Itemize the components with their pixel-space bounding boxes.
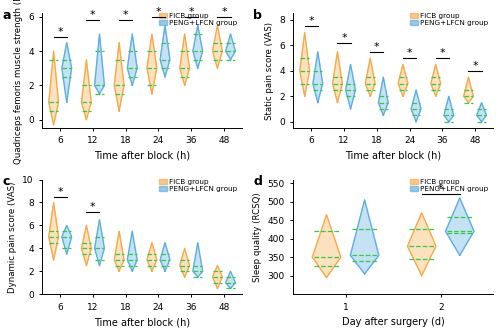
Y-axis label: Dynamic pain score (VAS): Dynamic pain score (VAS) [8, 181, 17, 293]
Polygon shape [160, 25, 170, 77]
Polygon shape [300, 32, 310, 96]
Polygon shape [378, 77, 388, 115]
Polygon shape [411, 90, 421, 122]
Y-axis label: Quadriceps femoris muscle strength (MMT): Quadriceps femoris muscle strength (MMT) [14, 0, 22, 164]
Polygon shape [446, 198, 474, 255]
Polygon shape [350, 200, 379, 274]
Polygon shape [226, 34, 235, 60]
Polygon shape [408, 213, 436, 276]
Polygon shape [180, 34, 190, 85]
Polygon shape [48, 202, 58, 260]
Legend: FICB group, PENG+LFCN group: FICB group, PENG+LFCN group [409, 177, 490, 193]
Legend: FICB group, PENG+LFCN group: FICB group, PENG+LFCN group [158, 11, 238, 27]
Text: *: * [438, 184, 444, 194]
Y-axis label: Sleep quality (RCSQ): Sleep quality (RCSQ) [253, 192, 262, 282]
X-axis label: Time after block (h): Time after block (h) [345, 151, 441, 161]
Y-axis label: Static pain score (VAS): Static pain score (VAS) [264, 22, 274, 120]
Polygon shape [62, 42, 72, 103]
Polygon shape [82, 60, 92, 120]
Text: *: * [90, 10, 96, 20]
Polygon shape [128, 231, 137, 271]
Polygon shape [82, 225, 92, 266]
Polygon shape [212, 25, 222, 68]
Polygon shape [366, 58, 375, 96]
X-axis label: Day after surgery (d): Day after surgery (d) [342, 317, 444, 327]
Legend: FICB group, PENG+LFCN group: FICB group, PENG+LFCN group [409, 11, 490, 27]
Text: *: * [58, 27, 63, 37]
Text: *: * [440, 48, 445, 58]
Text: *: * [308, 16, 314, 26]
Text: *: * [90, 202, 96, 212]
Polygon shape [464, 77, 473, 103]
Text: d: d [254, 175, 262, 188]
Polygon shape [147, 242, 157, 271]
Polygon shape [160, 242, 170, 271]
Text: *: * [472, 61, 478, 71]
Polygon shape [312, 215, 341, 278]
Text: *: * [374, 42, 380, 52]
Text: *: * [341, 33, 347, 43]
Text: *: * [58, 187, 63, 197]
Text: b: b [254, 9, 262, 22]
Polygon shape [431, 64, 440, 96]
Polygon shape [128, 34, 137, 85]
Polygon shape [212, 266, 222, 289]
Text: *: * [406, 48, 412, 58]
Text: *: * [221, 7, 227, 17]
Polygon shape [180, 248, 190, 277]
Polygon shape [193, 25, 202, 68]
Text: a: a [2, 9, 10, 22]
Polygon shape [114, 231, 124, 271]
X-axis label: Time after block (h): Time after block (h) [94, 151, 190, 161]
Polygon shape [226, 271, 235, 289]
Polygon shape [62, 225, 72, 254]
Text: c: c [2, 175, 10, 188]
Polygon shape [398, 64, 408, 96]
Polygon shape [346, 64, 356, 109]
Polygon shape [476, 103, 486, 122]
Text: *: * [123, 10, 128, 20]
Polygon shape [94, 220, 104, 266]
Text: *: * [188, 7, 194, 17]
Text: *: * [156, 7, 162, 17]
X-axis label: Time after block (h): Time after block (h) [94, 317, 190, 327]
Polygon shape [147, 34, 157, 94]
Polygon shape [48, 51, 58, 125]
Polygon shape [114, 42, 124, 111]
Polygon shape [444, 96, 454, 122]
Legend: FICB group, PENG+LFCN group: FICB group, PENG+LFCN group [158, 177, 238, 193]
Polygon shape [94, 34, 104, 94]
Polygon shape [193, 242, 202, 277]
Polygon shape [313, 52, 322, 103]
Polygon shape [332, 52, 342, 103]
